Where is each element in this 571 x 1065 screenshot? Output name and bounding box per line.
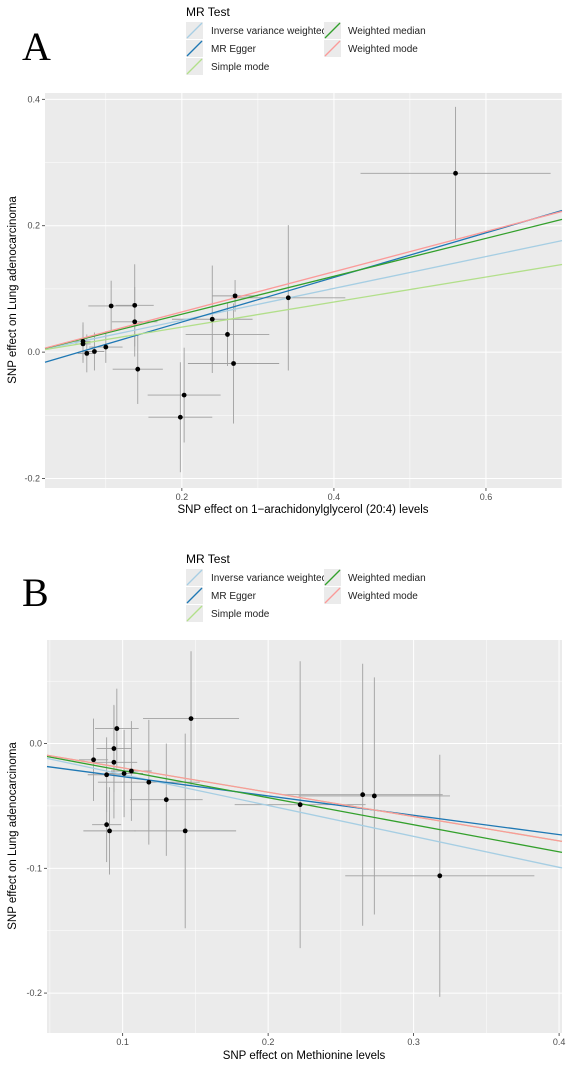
data-point bbox=[177, 414, 183, 420]
y-tick-label: 0.0 bbox=[29, 739, 42, 749]
inverse-variance-weighted-line bbox=[46, 757, 563, 869]
legend: MR Test Inverse variance weighted MR Egg… bbox=[186, 552, 426, 622]
legend-label: MR Egger bbox=[211, 44, 257, 55]
panel-a: A MR Test Inverse variance weighted MR E… bbox=[7, 5, 563, 516]
inverse-variance-weighted-line bbox=[44, 239, 563, 350]
data-point bbox=[232, 293, 238, 299]
plot-background bbox=[45, 93, 562, 488]
data-point bbox=[135, 366, 141, 372]
y-tick-label: -0.1 bbox=[26, 863, 42, 873]
data-point bbox=[188, 716, 194, 721]
legend-key-weighted-median bbox=[324, 569, 341, 586]
y-tick-label: -0.2 bbox=[26, 988, 42, 998]
plot-area: 0.1 0.2 0.3 0.4 -0.2 -0.1 0.0 bbox=[26, 640, 565, 1047]
mr-egger-line bbox=[44, 209, 563, 363]
legend-label: Weighted median bbox=[348, 573, 426, 584]
legend-label: Weighted mode bbox=[348, 591, 418, 602]
x-tick-label: 0.2 bbox=[176, 492, 189, 502]
legend-title: MR Test bbox=[186, 5, 230, 19]
data-point bbox=[132, 319, 138, 325]
weighted-mode-line bbox=[44, 210, 563, 349]
legend: MR Test Inverse variance weighted MR Egg… bbox=[186, 5, 426, 75]
y-tick-label: 0.2 bbox=[27, 221, 40, 231]
legend-label: Inverse variance weighted bbox=[211, 26, 327, 37]
legend-label: Inverse variance weighted bbox=[211, 573, 327, 584]
legend-key-weighted-mode bbox=[324, 40, 341, 57]
data-point bbox=[92, 349, 97, 354]
data-point bbox=[209, 316, 215, 322]
x-tick-label: 0.4 bbox=[328, 492, 341, 502]
legend-key-ivw bbox=[186, 22, 203, 39]
x-tick-label: 0.6 bbox=[480, 492, 493, 502]
plot-background bbox=[47, 640, 562, 1033]
data-point bbox=[103, 344, 109, 350]
data-point bbox=[146, 779, 152, 785]
data-point bbox=[225, 332, 230, 337]
data-point bbox=[91, 757, 96, 763]
legend-title: MR Test bbox=[186, 552, 230, 566]
legend-key-ivw bbox=[186, 569, 203, 586]
data-point bbox=[181, 392, 187, 398]
data-point bbox=[453, 170, 458, 176]
legend-label: Simple mode bbox=[211, 62, 270, 73]
y-tick-label: 0.0 bbox=[27, 347, 40, 357]
legend-label: MR Egger bbox=[211, 591, 257, 602]
data-point bbox=[360, 792, 366, 798]
weighted-median-line bbox=[44, 218, 563, 349]
legend-label: Weighted mode bbox=[348, 44, 418, 55]
simple-mode-line bbox=[44, 263, 563, 351]
data-point bbox=[182, 828, 188, 834]
legend-label: Simple mode bbox=[211, 609, 270, 620]
data-point bbox=[104, 772, 110, 778]
panel-letter: A bbox=[22, 24, 51, 69]
data-point bbox=[231, 361, 236, 366]
data-point bbox=[107, 828, 112, 834]
data-point bbox=[111, 746, 117, 751]
panel-letter: B bbox=[22, 570, 49, 615]
x-axis-title: SNP effect on Methionine levels bbox=[223, 1050, 386, 1062]
legend-key-weighted-mode bbox=[324, 587, 341, 604]
legend-key-egger bbox=[186, 587, 203, 604]
panel-b: B MR Test Inverse variance weighted MR E… bbox=[7, 552, 565, 1062]
data-point bbox=[437, 873, 443, 879]
legend-key-weighted-median bbox=[324, 22, 341, 39]
data-point bbox=[108, 303, 114, 309]
y-axis-title: SNP effect on Lung adenocarcinoma bbox=[7, 742, 19, 930]
data-point bbox=[111, 759, 117, 765]
data-point bbox=[80, 338, 86, 344]
data-point bbox=[163, 797, 169, 803]
x-tick-label: 0.1 bbox=[116, 1037, 129, 1047]
y-axis-title: SNP effect on Lung adenocarcinoma bbox=[7, 196, 19, 384]
y-tick-label: 0.4 bbox=[27, 94, 40, 104]
x-tick-label: 0.3 bbox=[407, 1037, 420, 1047]
data-point bbox=[121, 771, 127, 776]
data-point bbox=[285, 295, 291, 301]
legend-label: Weighted median bbox=[348, 26, 426, 37]
x-axis-title: SNP effect on 1−arachidonylglycerol (20:… bbox=[177, 504, 428, 516]
data-point bbox=[104, 822, 110, 828]
legend-key-simple-mode bbox=[186, 58, 203, 75]
x-tick-label: 0.4 bbox=[553, 1037, 566, 1047]
mr-egger-line bbox=[46, 765, 563, 836]
data-point bbox=[114, 726, 120, 731]
data-point bbox=[128, 768, 134, 774]
data-point bbox=[132, 302, 138, 308]
legend-key-simple-mode bbox=[186, 605, 203, 622]
legend-key-egger bbox=[186, 40, 203, 57]
x-tick-label: 0.2 bbox=[262, 1037, 275, 1047]
y-tick-label: -0.2 bbox=[24, 474, 40, 484]
data-point bbox=[371, 793, 377, 799]
data-point bbox=[297, 802, 303, 808]
plot-area: 0.2 0.4 0.6 -0.2 0.0 0.2 0.4 bbox=[24, 93, 563, 502]
data-point bbox=[84, 350, 90, 356]
